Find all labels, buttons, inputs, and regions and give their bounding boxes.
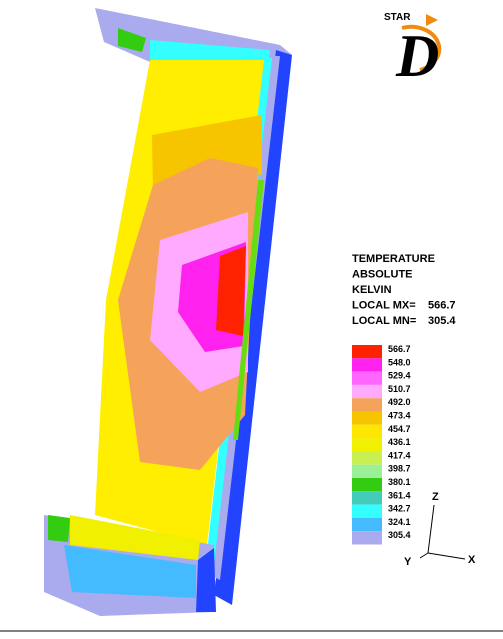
region (216, 246, 246, 336)
legend-extreme-value: 566.7 (428, 300, 456, 312)
legend-level: 566.7 (388, 344, 411, 354)
contour-plot (44, 8, 292, 616)
legend-level: 417.4 (388, 450, 411, 460)
region (64, 545, 196, 598)
legend-level: 454.7 (388, 424, 411, 434)
legend-level: 548.0 (388, 357, 411, 367)
legend-level: 529.4 (388, 371, 411, 381)
logo-arrow (426, 14, 438, 26)
legend-swatch (352, 371, 382, 385)
region (233, 180, 264, 440)
axis-label: X (468, 554, 476, 566)
legend-swatch (352, 358, 382, 372)
legend-level: 305.4 (388, 530, 411, 540)
legend: TEMPERATURE ABSOLUTE KELVIN LOCAL MX= 566.7 L… (352, 253, 456, 545)
legend-level: 361.4 (388, 490, 411, 500)
legend-swatch (352, 411, 382, 425)
legend-swatch (352, 424, 382, 439)
legend-level: 436.1 (388, 437, 411, 447)
axis-line (419, 552, 429, 559)
legend-title: ABSOLUTE (352, 269, 413, 281)
axis-line (427, 504, 435, 554)
region (196, 548, 216, 612)
legend-swatch (352, 517, 382, 532)
logo-letter: D (395, 23, 439, 89)
legend-swatch (352, 451, 382, 465)
legend-swatch (352, 491, 382, 505)
legend-level: 510.7 (388, 384, 411, 394)
legend-title: KELVIN (352, 284, 392, 296)
legend-swatch (352, 438, 382, 452)
legend-extreme-label: LOCAL MN= (352, 315, 416, 327)
legend-swatch (352, 464, 382, 478)
legend-level: 398.7 (388, 464, 411, 474)
legend-swatch (352, 504, 382, 518)
logo-brand: STAR (384, 12, 411, 23)
axis-label: Z (432, 491, 439, 503)
region (150, 40, 270, 62)
region (48, 515, 70, 542)
legend-swatch (352, 384, 382, 399)
region (118, 28, 146, 52)
region (214, 50, 292, 605)
legend-swatch (352, 398, 382, 412)
legend-level: 492.0 (388, 397, 411, 407)
legend-extreme-value: 305.4 (428, 315, 456, 327)
legend-title: TEMPERATURE (352, 253, 435, 265)
legend-level: 324.1 (388, 517, 411, 527)
legend-level: 380.1 (388, 477, 411, 487)
legend-level: 342.7 (388, 504, 411, 514)
region (70, 515, 200, 560)
legend-level: 473.4 (388, 411, 411, 421)
legend-swatch (352, 478, 382, 492)
legend-swatch (352, 531, 382, 545)
axis-triad: Z Y X (404, 491, 476, 568)
logo-arc (401, 24, 442, 72)
axis-label: Y (404, 556, 412, 568)
legend-extreme-label: LOCAL MX= (352, 300, 416, 312)
legend-swatch (352, 345, 382, 359)
logo: STAR D (384, 12, 442, 89)
axis-line (427, 552, 466, 560)
